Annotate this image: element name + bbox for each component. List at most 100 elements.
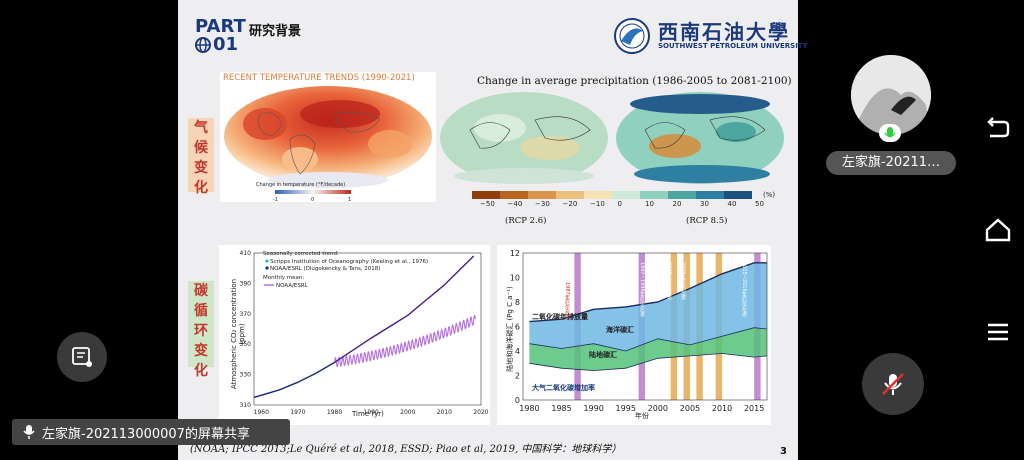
sink-emission-line bbox=[529, 262, 767, 323]
precipitation-maps bbox=[440, 92, 784, 184]
co2-x-tick-label: 2000 bbox=[400, 409, 415, 416]
page-number: 3 bbox=[780, 446, 787, 457]
sink-land-line bbox=[529, 353, 768, 372]
rcp-right-label: (RCP 8.5) bbox=[686, 216, 728, 226]
sink-x-tick-label: 1995 bbox=[616, 404, 636, 413]
sink-label-ocean: 海洋碳汇 bbox=[606, 326, 634, 334]
chat-icon bbox=[72, 347, 92, 367]
sink-x-tick-label: 2000 bbox=[648, 404, 668, 413]
co2-x-tick-label: 2020 bbox=[473, 409, 488, 416]
co2-x-tick-label: 1990 bbox=[364, 409, 379, 416]
sink-event-1987: 1987年厄尔尼诺 bbox=[564, 282, 570, 320]
sink-event-1997: 1997~1998年厄尔尼诺 bbox=[639, 262, 645, 317]
menu-icon bbox=[988, 323, 1008, 341]
co2-legend-title: Seasonally corrected trend: bbox=[263, 251, 339, 257]
temp-legend-label: Change in temperature (°F/decade) bbox=[256, 182, 346, 188]
university-name-cn: 西南石油大學 bbox=[658, 20, 790, 44]
precip-tick-label: 30 bbox=[700, 200, 709, 208]
mute-button[interactable] bbox=[862, 353, 924, 415]
back-button[interactable] bbox=[980, 110, 1016, 146]
co2-x-tick-label: 1960 bbox=[254, 409, 269, 416]
sink-y-tick-label: 10 bbox=[510, 274, 520, 283]
co2-legend-series3: NOAA/ESRL bbox=[276, 283, 308, 289]
precip-tick-label: −20 bbox=[562, 200, 578, 208]
sink-ocean-area bbox=[529, 262, 767, 351]
co2-legend-series2: NOAA/ESRL (Dlugokencky & Tans, 2018) bbox=[270, 266, 381, 272]
co2-legend-marker bbox=[265, 266, 269, 270]
temp-tick-mid: 0 bbox=[311, 197, 315, 203]
sink-y-tick-label: 8 bbox=[515, 298, 520, 307]
university-seal-icon bbox=[614, 18, 650, 54]
sink-y-tick-label: 12 bbox=[510, 249, 520, 258]
sink-event-2015: 2015~2016年厄尔尼诺 bbox=[741, 262, 747, 317]
co2-y-tick-label: 410 bbox=[240, 250, 252, 257]
precip-colorbar bbox=[472, 191, 752, 199]
sink-x-tick-label: 1980 bbox=[519, 404, 539, 413]
home-button[interactable] bbox=[980, 212, 1016, 248]
sink-label-emission: 二氧化碳年排放量 bbox=[532, 313, 588, 321]
sink-x-tick-label: 1985 bbox=[551, 404, 571, 413]
menu-button[interactable] bbox=[980, 314, 1016, 350]
precip-tick-label: −30 bbox=[535, 200, 550, 208]
sink-x-tick-label: 2010 bbox=[712, 404, 732, 413]
precip-tick-label: 40 bbox=[727, 200, 737, 208]
co2-y-tick-label: 330 bbox=[240, 372, 252, 379]
temp-tick-max: 1 bbox=[348, 197, 352, 203]
co2-legend-monthly: Monthly mean: bbox=[263, 275, 305, 281]
temp-colorbar bbox=[275, 190, 351, 194]
participant-mic-badge bbox=[879, 124, 901, 142]
co2-y-tick-label: 390 bbox=[240, 280, 252, 287]
precip-unit: (%) bbox=[763, 191, 776, 199]
co2-y-tick-label: 350 bbox=[240, 341, 252, 348]
co2-x-tick-label: 1980 bbox=[327, 409, 342, 416]
section-title: 研究背景 bbox=[249, 24, 302, 39]
microphone-muted-icon bbox=[882, 373, 904, 395]
sink-y-tick-label: 4 bbox=[515, 347, 520, 356]
tag-climate-change: 气候变化 bbox=[188, 118, 214, 196]
sink-label-land: 陆地碳汇 bbox=[589, 351, 617, 359]
sink-label-growth: 大气二氧化碳增加率 bbox=[532, 384, 595, 392]
temp-tick-min: -1 bbox=[273, 197, 278, 203]
co2-y-axis-label: Atmospheric CO₂ concentration (ppm) bbox=[230, 278, 246, 390]
sink-event-2002: 2002年厄尔尼诺 bbox=[666, 262, 672, 300]
sink-x-tick-label: 1990 bbox=[583, 404, 603, 413]
precip-tick-label: −10 bbox=[590, 200, 605, 208]
precip-title: Change in average precipitation (1986-20… bbox=[477, 75, 792, 87]
sink-x-tick-label: 2005 bbox=[680, 404, 700, 413]
part-number-row: 01 bbox=[195, 36, 246, 54]
co2-legend-marker bbox=[265, 259, 269, 263]
sink-ocean-line bbox=[529, 327, 768, 352]
part-label: PART bbox=[195, 16, 246, 37]
co2-legend-series1: Scripps Institution of Oceanography (Kee… bbox=[270, 259, 429, 265]
globe-icon bbox=[195, 37, 211, 53]
participant-avatar[interactable] bbox=[851, 55, 931, 135]
sink-x-tick-label: 2015 bbox=[744, 404, 764, 413]
precip-tick-label: 10 bbox=[645, 200, 654, 208]
co2-x-tick-label: 1970 bbox=[290, 409, 305, 416]
temp-map-title: RECENT TEMPERATURE TRENDS (1990-2021) bbox=[223, 73, 415, 83]
university-name-en: SOUTHWEST PETROLEUM UNIVERSITY bbox=[658, 42, 808, 50]
sink-y-tick-label: 2 bbox=[515, 372, 520, 381]
chat-button[interactable] bbox=[57, 332, 107, 382]
part-heading: PART 01 bbox=[195, 18, 246, 54]
screen-share-text: 左家旗-202113000007的屏幕共享 bbox=[42, 426, 250, 442]
temperature-map bbox=[224, 86, 432, 194]
sink-y-tick-label: 0 bbox=[515, 396, 520, 405]
screen-share-bar: 左家旗-202113000007的屏幕共享 bbox=[12, 419, 290, 445]
back-icon bbox=[987, 117, 1010, 138]
co2-series-line bbox=[334, 255, 475, 363]
source-caption: (NOAA; IPCC 2013;Le Quéré et al, 2018, E… bbox=[190, 444, 622, 455]
co2-series-monthly-line bbox=[333, 314, 476, 368]
avatar-image bbox=[851, 55, 931, 135]
part-number: 01 bbox=[213, 34, 239, 55]
co2-y-tick-label: 310 bbox=[240, 402, 252, 409]
participant-name: 左家旗-20211… bbox=[826, 151, 956, 175]
co2-plot-frame bbox=[253, 252, 482, 406]
sink-land-area bbox=[529, 327, 767, 371]
precip-tick-label: −40 bbox=[507, 200, 523, 208]
precip-tick-label: −50 bbox=[480, 200, 495, 208]
sink-x-axis-label: 年份 bbox=[635, 412, 649, 420]
precip-tick-label: 20 bbox=[672, 200, 682, 208]
microphone-icon bbox=[23, 425, 35, 439]
